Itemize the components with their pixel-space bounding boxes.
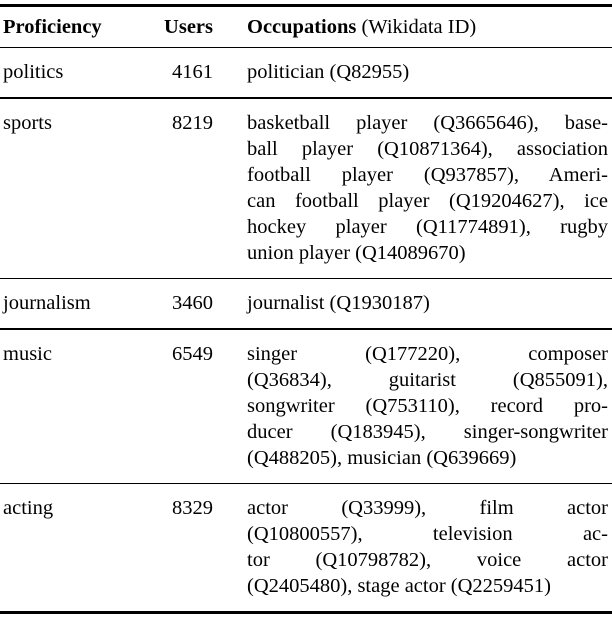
row-separator-rule [0,328,612,330]
proficiency-occupations-table: Proficiency Users Occupations (Wikidata … [0,4,612,614]
occupation-line: politician (Q82955) [247,61,410,83]
users-count-cell: 4161 [172,61,213,83]
table-top-rule [0,4,612,7]
table-row: journalism 3460 journalist (Q1930187) [0,279,612,328]
occupation-line: basketball player (Q3665646), base- [247,111,608,134]
occupations-cell: politician (Q82955) [247,59,608,85]
users-count-cell: 6549 [172,342,213,365]
row-separator-rule [0,277,612,279]
occupation-line: tor (Q10798782), voice actor [247,549,608,571]
users-count-cell: 3460 [172,292,213,314]
header-proficiency: Proficiency [3,15,102,38]
occupations-cell: actor (Q33999), film actor (Q10800557), t… [247,495,608,599]
occupation-line: hockey player (Q11774891), rugby [247,215,608,238]
occupations-cell: journalist (Q1930187) [247,290,608,316]
users-count-cell: 8329 [172,497,213,519]
header-occupations: Occupations (Wikidata ID) [247,14,608,40]
occupation-line: (Q10800557), television ac- [247,523,608,545]
row-separator-rule [0,97,612,99]
occupation-line: can football player (Q19204627), ice [247,189,608,212]
header-occupations-label: Occupations [247,15,357,38]
table-row: sports 8219 basketball player (Q3665646), … [0,99,612,278]
occupation-line: (Q488205), musician (Q639669) [247,446,517,469]
table-row: politics 4161 politician (Q82955) [0,48,612,97]
proficiency-cell: acting [3,497,54,519]
occupation-line: ball player (Q10871364), association [247,137,608,160]
table-rows: politics 4161 politician (Q82955) sports 821… [0,48,612,611]
table-row: music 6549 singer (Q177220), composer (Q368… [0,330,612,483]
occupation-line: (Q36834), guitarist (Q855091), [247,368,608,391]
proficiency-cell: journalism [3,292,91,314]
table-row: acting 8329 actor (Q33999), film actor (Q10… [0,484,612,611]
occupation-line: (Q2405480), stage actor (Q2259451) [247,575,552,597]
occupations-cell: singer (Q177220), composer (Q36834), guit… [247,341,608,471]
proficiency-cell: sports [3,111,52,134]
occupation-line: singer (Q177220), composer [247,342,608,365]
occupation-line: ducer (Q183945), singer-songwriter [247,420,608,443]
users-count-cell: 8219 [172,111,213,134]
row-separator-rule [0,482,612,484]
occupations-cell: basketball player (Q3665646), base-ball … [247,110,608,266]
table-bottom-rule [0,611,612,614]
header-separator-rule [0,46,612,48]
header-users: Users [164,15,213,38]
table-header-row: Proficiency Users Occupations (Wikidata … [0,7,612,47]
proficiency-cell: music [3,342,52,365]
occupation-line: songwriter (Q753110), record pro- [247,394,608,417]
header-occupations-note: (Wikidata ID) [356,15,477,38]
occupation-line: union player (Q14089670) [247,241,466,264]
occupation-line: journalist (Q1930187) [247,292,430,314]
occupation-line: actor (Q33999), film actor [247,497,608,519]
proficiency-cell: politics [3,61,64,83]
occupation-line: football player (Q937857), Ameri- [247,163,608,186]
